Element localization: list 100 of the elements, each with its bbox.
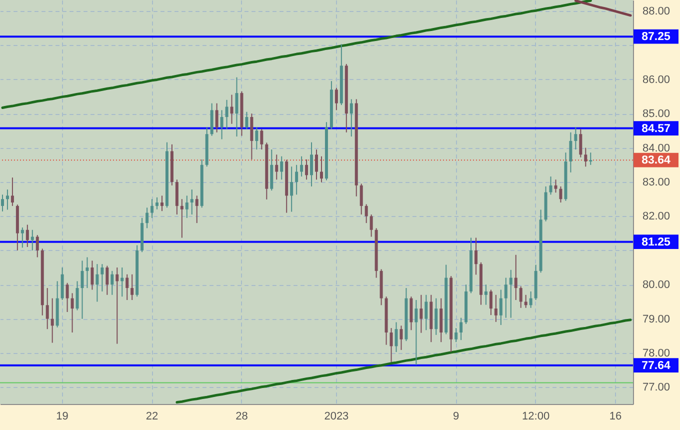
- candlestick: [6, 189, 9, 210]
- y-tick-label: 80.00: [642, 279, 670, 292]
- candlestick: [50, 298, 54, 344]
- candlestick: [245, 111, 248, 130]
- candlestick: [260, 128, 264, 150]
- x-tick-label: 19: [56, 410, 68, 422]
- candlestick: [130, 274, 134, 301]
- candlestick: [489, 289, 492, 316]
- x-tick-label: 22: [146, 410, 158, 422]
- candlestick: [86, 256, 89, 289]
- candlestick: [230, 94, 234, 124]
- candlestick: [225, 99, 228, 130]
- ref-line-label: 81.25: [642, 236, 671, 248]
- candlestick: [150, 198, 154, 218]
- candlestick: [519, 286, 522, 308]
- candlestick: [320, 156, 323, 183]
- candlestick: [215, 102, 218, 133]
- candlestick: [574, 126, 578, 150]
- y-tick-label: 82.00: [642, 210, 670, 223]
- candlestick: [524, 294, 528, 308]
- candlestick: [474, 237, 478, 276]
- x-tick-label: 2023: [324, 410, 349, 422]
- y-tick-label: 83.00: [642, 176, 670, 188]
- y-tick-label: 79.00: [642, 313, 670, 326]
- candlestick: [509, 269, 512, 318]
- line-series: [1, 0, 592, 110]
- candlestick: [255, 126, 258, 150]
- candlestick: [364, 204, 368, 224]
- y-tick-label: 84.00: [642, 142, 670, 154]
- candlestick: [290, 166, 294, 212]
- ref-line-label: 87.25: [642, 31, 671, 44]
- candlestick: [235, 76, 238, 137]
- candlestick: [220, 110, 224, 140]
- candlestick: [106, 265, 109, 296]
- candlestick: [156, 196, 159, 210]
- y-tick-label: 85.00: [642, 108, 670, 120]
- candlestick: [440, 298, 443, 343]
- x-tick-label: 12:00: [522, 410, 550, 422]
- candlestick: [300, 156, 304, 178]
- line-series: [574, 0, 632, 17]
- candlestick: [484, 284, 488, 306]
- candlestick: [494, 294, 498, 322]
- candlestick: [499, 289, 502, 326]
- ref-line-label: 77.64: [642, 360, 671, 372]
- candlestick: [549, 176, 552, 196]
- candlestick: [414, 300, 418, 366]
- candlestick: [70, 292, 74, 334]
- x-tick-label: 28: [236, 410, 248, 422]
- candlestick: [554, 179, 558, 194]
- candlestick: [180, 198, 184, 238]
- candlestick: [96, 264, 99, 302]
- candlestick: [460, 317, 463, 341]
- candlestick: [410, 296, 413, 331]
- y-tick-label: 86.00: [642, 74, 670, 86]
- candlestick: [90, 260, 94, 290]
- candlestick: [46, 288, 49, 330]
- candlestick: [76, 280, 79, 311]
- x-tick-label: 9: [452, 410, 460, 422]
- y-tick-label: 78.00: [642, 348, 670, 360]
- candlestick: [116, 267, 119, 344]
- candlestick: [360, 183, 363, 215]
- ref-line-label: 83.64: [642, 154, 671, 167]
- y-tick-label: 77.00: [642, 382, 670, 394]
- candlestick: [250, 113, 254, 160]
- candlestick: [80, 260, 84, 320]
- candlestick: [30, 229, 34, 251]
- candlestick: [424, 294, 428, 331]
- candlestick: [36, 234, 39, 258]
- candlestick: [504, 277, 508, 318]
- candlestick: [146, 207, 149, 229]
- candlestick: [529, 290, 532, 308]
- x-tick-label: 16: [609, 410, 622, 422]
- candlestick: [60, 267, 64, 301]
- candlestick: [569, 132, 572, 173]
- candlestick: [270, 148, 274, 192]
- candlestick: [0, 194, 4, 212]
- candlestick: [185, 195, 188, 218]
- candlestick: [394, 322, 398, 353]
- candlestick: [390, 328, 393, 362]
- candlestick: [100, 264, 104, 292]
- ref-line-label: 84.57: [642, 122, 670, 135]
- candlestick: [275, 154, 278, 180]
- candlestick: [26, 224, 29, 248]
- candlestick: [175, 179, 178, 215]
- candlestick: [589, 152, 592, 166]
- candlestick: [315, 148, 318, 180]
- candlestick: [110, 270, 114, 296]
- candlestick: [280, 156, 284, 180]
- candlestick: [160, 195, 164, 212]
- candlestick: [10, 177, 14, 206]
- candlestick: [584, 147, 588, 168]
- candlestick: [400, 325, 403, 350]
- candlestick: [420, 294, 423, 334]
- line-series: [176, 318, 632, 404]
- candlestick: [310, 142, 314, 187]
- candlestick: [559, 186, 562, 204]
- candlestick: [370, 214, 373, 238]
- candlestick: [334, 87, 338, 111]
- candlestick: [126, 274, 129, 301]
- y-tick-label: 88.00: [642, 5, 670, 18]
